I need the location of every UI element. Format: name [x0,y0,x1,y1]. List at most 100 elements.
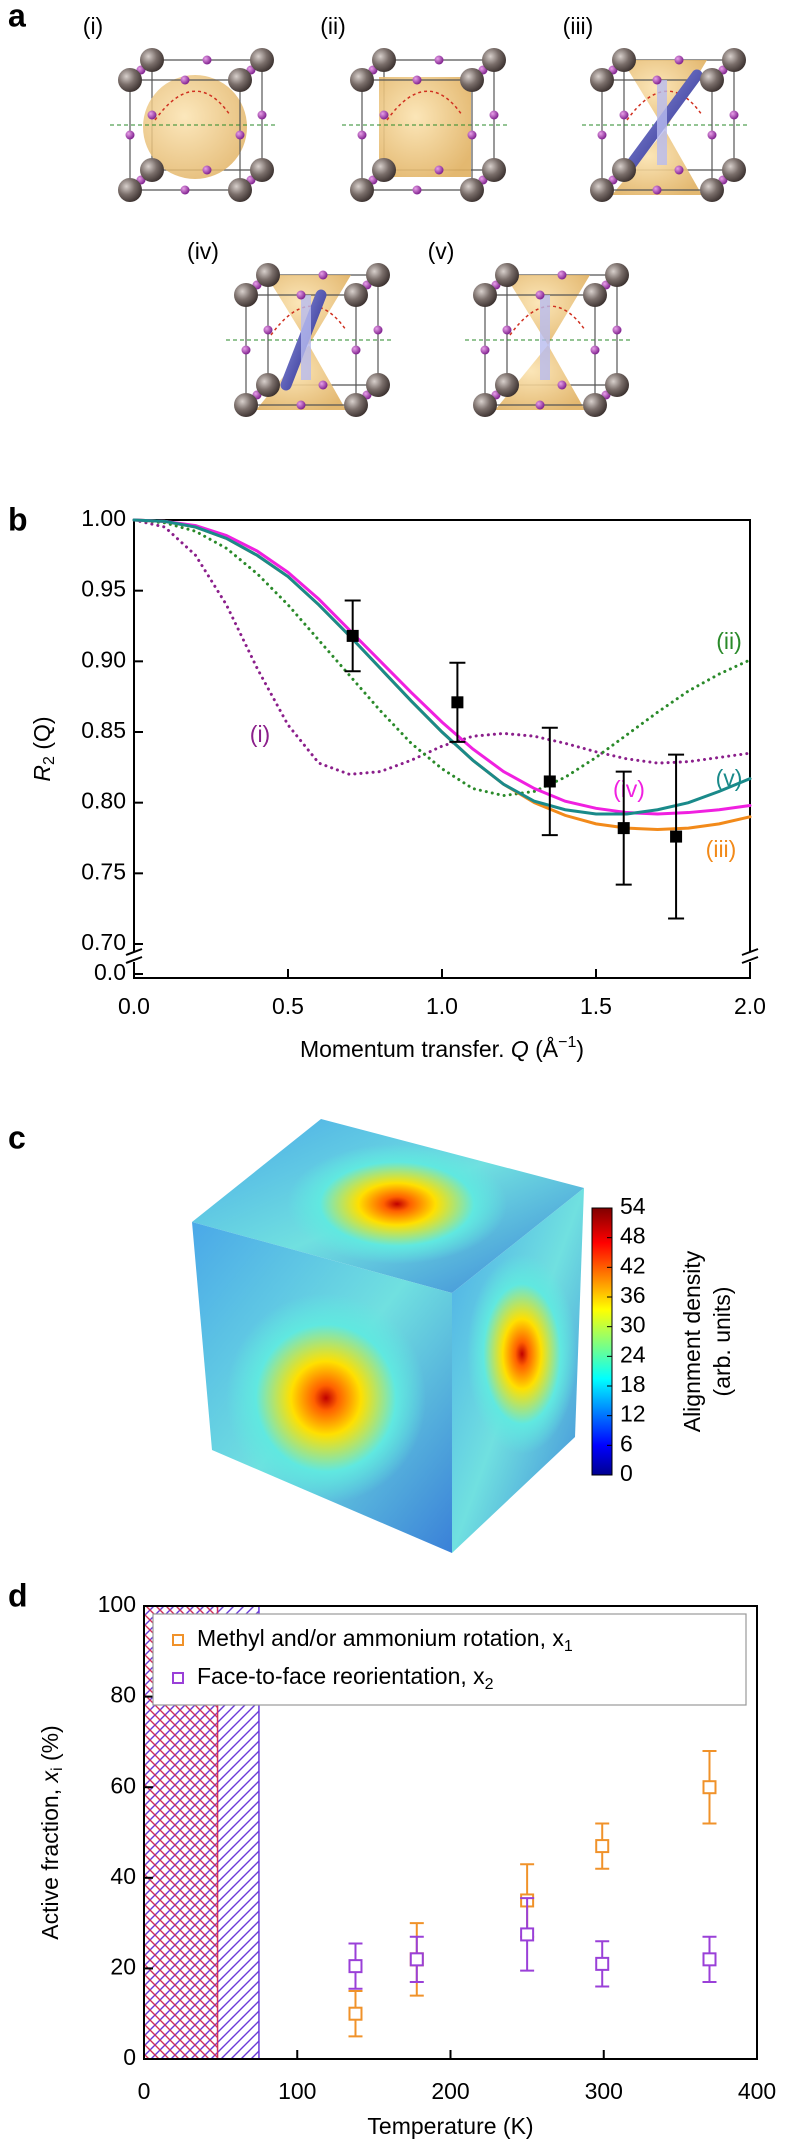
y-axis-label: R2 (Q) [29,716,58,781]
lead-atom [140,158,164,182]
lead-atom [234,283,258,307]
halide-atom [434,55,444,65]
y-tick-label: 0.75 [81,858,126,884]
halide-atom [373,325,383,335]
colorbar-tick-label: 0 [620,1460,633,1486]
x-tick-label: 1.0 [426,993,458,1019]
x-tick-label: 0.0 [118,993,150,1019]
y-tick-label: 40 [110,1863,136,1889]
lead-atom [612,158,636,182]
lead-atom [228,68,252,92]
curve-label: (v) [716,765,743,791]
y-tick-label: 0.90 [81,646,126,672]
data-point [451,696,464,709]
legend-name: Methyl and/or ammonium rotation, x [197,1625,564,1651]
lead-atom [473,393,497,417]
lead-atom [350,68,374,92]
halide-atom [241,345,251,355]
lead-atom [700,178,724,202]
y-tick-label: 100 [98,1591,136,1617]
halide-atom [590,345,600,355]
lead-atom [460,68,484,92]
colorbar-tick-label: 18 [620,1371,646,1397]
x-tick-label: 100 [278,2078,316,2104]
colorbar-tick-label: 24 [620,1341,646,1367]
colorbar-tick-label: 54 [620,1193,646,1219]
x-tick-label: 0 [138,2078,151,2104]
y-tick-label: 1.00 [81,505,126,531]
axis-break-mark [125,956,143,964]
halide-atom [557,270,567,280]
halide-atom [707,130,717,140]
data-point [520,1927,535,1942]
panel-label: d [8,1577,28,1613]
y-tick-label: 60 [110,1772,136,1798]
lead-atom [250,48,274,72]
colorbar-tick-label: 12 [620,1401,646,1427]
halide-atom [180,185,190,195]
halide-atom [296,400,306,410]
halide-atom [597,130,607,140]
halide-atom [235,130,245,140]
x-label-part: Momentum transfer. [300,1036,511,1062]
y-tick-label: 0.70 [81,929,126,955]
data-point [617,822,630,835]
y-tick-label: 0 [123,2044,136,2070]
colorbar [591,1207,613,1476]
y-label-rest: (Q) [29,716,55,756]
x-label-part: ) [576,1036,584,1062]
lead-atom [495,263,519,287]
lead-atom [256,263,280,287]
panel-label: b [8,501,28,537]
halide-atom [652,185,662,195]
y-tick-label: 20 [110,1953,136,1979]
halide-atom [412,185,422,195]
legend-label: Methyl and/or ammonium rotation, x1 [197,1625,573,1655]
data-point [702,1780,717,1795]
lead-atom [473,283,497,307]
data-point [409,1952,424,1967]
halide-atom [296,290,306,300]
lead-atom [140,48,164,72]
halide-atom [357,130,367,140]
alignment-cube [192,1119,584,1553]
lead-atom [256,373,280,397]
legend-label: Face-to-face reorientation, x2 [197,1663,494,1693]
halide-atom [202,165,212,175]
data-point [595,1956,610,1971]
curve-label: (i) [250,721,270,747]
data-point [670,830,683,843]
x-tick-label: 200 [431,2078,469,2104]
data-point [595,1839,610,1854]
x-axis-label: Temperature (K) [367,2113,533,2139]
y-label-main: R [29,765,55,782]
y-tick-label: 0.0 [94,959,126,985]
diagram-label: (v) [428,238,455,264]
curve [132,518,752,776]
colorbar-label: (arb. units) [709,1287,735,1397]
halide-atom [412,75,422,85]
lead-atom [722,48,746,72]
axis-break-mark [741,948,759,956]
y-label-part: x [37,1770,63,1784]
plot-frame [133,519,751,979]
lead-atom [590,178,614,202]
lead-atom [250,158,274,182]
curve [132,518,752,816]
colorbar-tick-label: 36 [620,1282,646,1308]
rotation-path [386,90,463,121]
axis-break-mark [125,948,143,956]
panel-label: a [8,0,26,33]
lead-atom [350,178,374,202]
legend-marker [172,1672,184,1684]
data-point [348,1959,363,1974]
lead-atom [495,373,519,397]
curve-label: (iv) [613,776,645,802]
data-point [702,1952,717,1967]
halide-atom [502,325,512,335]
y-axis-label: Active fraction, xi (%) [37,1725,66,1939]
halide-atom [535,400,545,410]
halide-atom [379,110,389,120]
lead-atom [118,178,142,202]
